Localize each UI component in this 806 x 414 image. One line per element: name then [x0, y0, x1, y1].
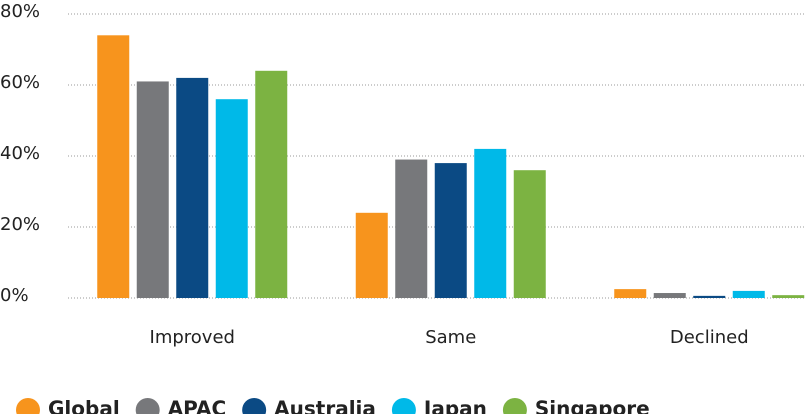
y-tick-label: 80% — [0, 1, 40, 22]
bar — [614, 289, 647, 298]
legend-swatch — [16, 398, 40, 414]
bar — [693, 295, 726, 298]
bar — [474, 148, 507, 298]
legend-label: Singapore — [535, 397, 650, 414]
x-tick-label: Declined — [670, 327, 749, 348]
bar — [97, 35, 130, 299]
legend-label: Australia — [274, 397, 376, 414]
legend-swatch — [135, 398, 160, 414]
bar — [513, 170, 546, 298]
legend-label: Japan — [422, 397, 487, 414]
legend-swatch — [502, 398, 527, 414]
bar — [434, 163, 467, 298]
legend-swatch — [391, 398, 416, 414]
bar — [653, 293, 686, 298]
bar — [355, 212, 388, 298]
legend-label: Global — [48, 397, 120, 414]
x-tick-label: Improved — [150, 327, 235, 348]
bar — [772, 295, 805, 298]
legend-swatch — [242, 398, 267, 414]
y-tick-label: 60% — [0, 72, 40, 93]
bar — [215, 99, 248, 298]
x-tick-label: Same — [425, 327, 476, 348]
bar — [176, 77, 209, 299]
y-tick-label: 40% — [0, 143, 40, 164]
bar — [395, 159, 428, 298]
y-tick-label: 0% — [0, 285, 29, 306]
y-tick-label: 20% — [0, 214, 40, 235]
bar — [136, 81, 169, 298]
bar — [732, 290, 765, 298]
bar — [255, 70, 288, 298]
legend-label: APAC — [168, 397, 226, 414]
